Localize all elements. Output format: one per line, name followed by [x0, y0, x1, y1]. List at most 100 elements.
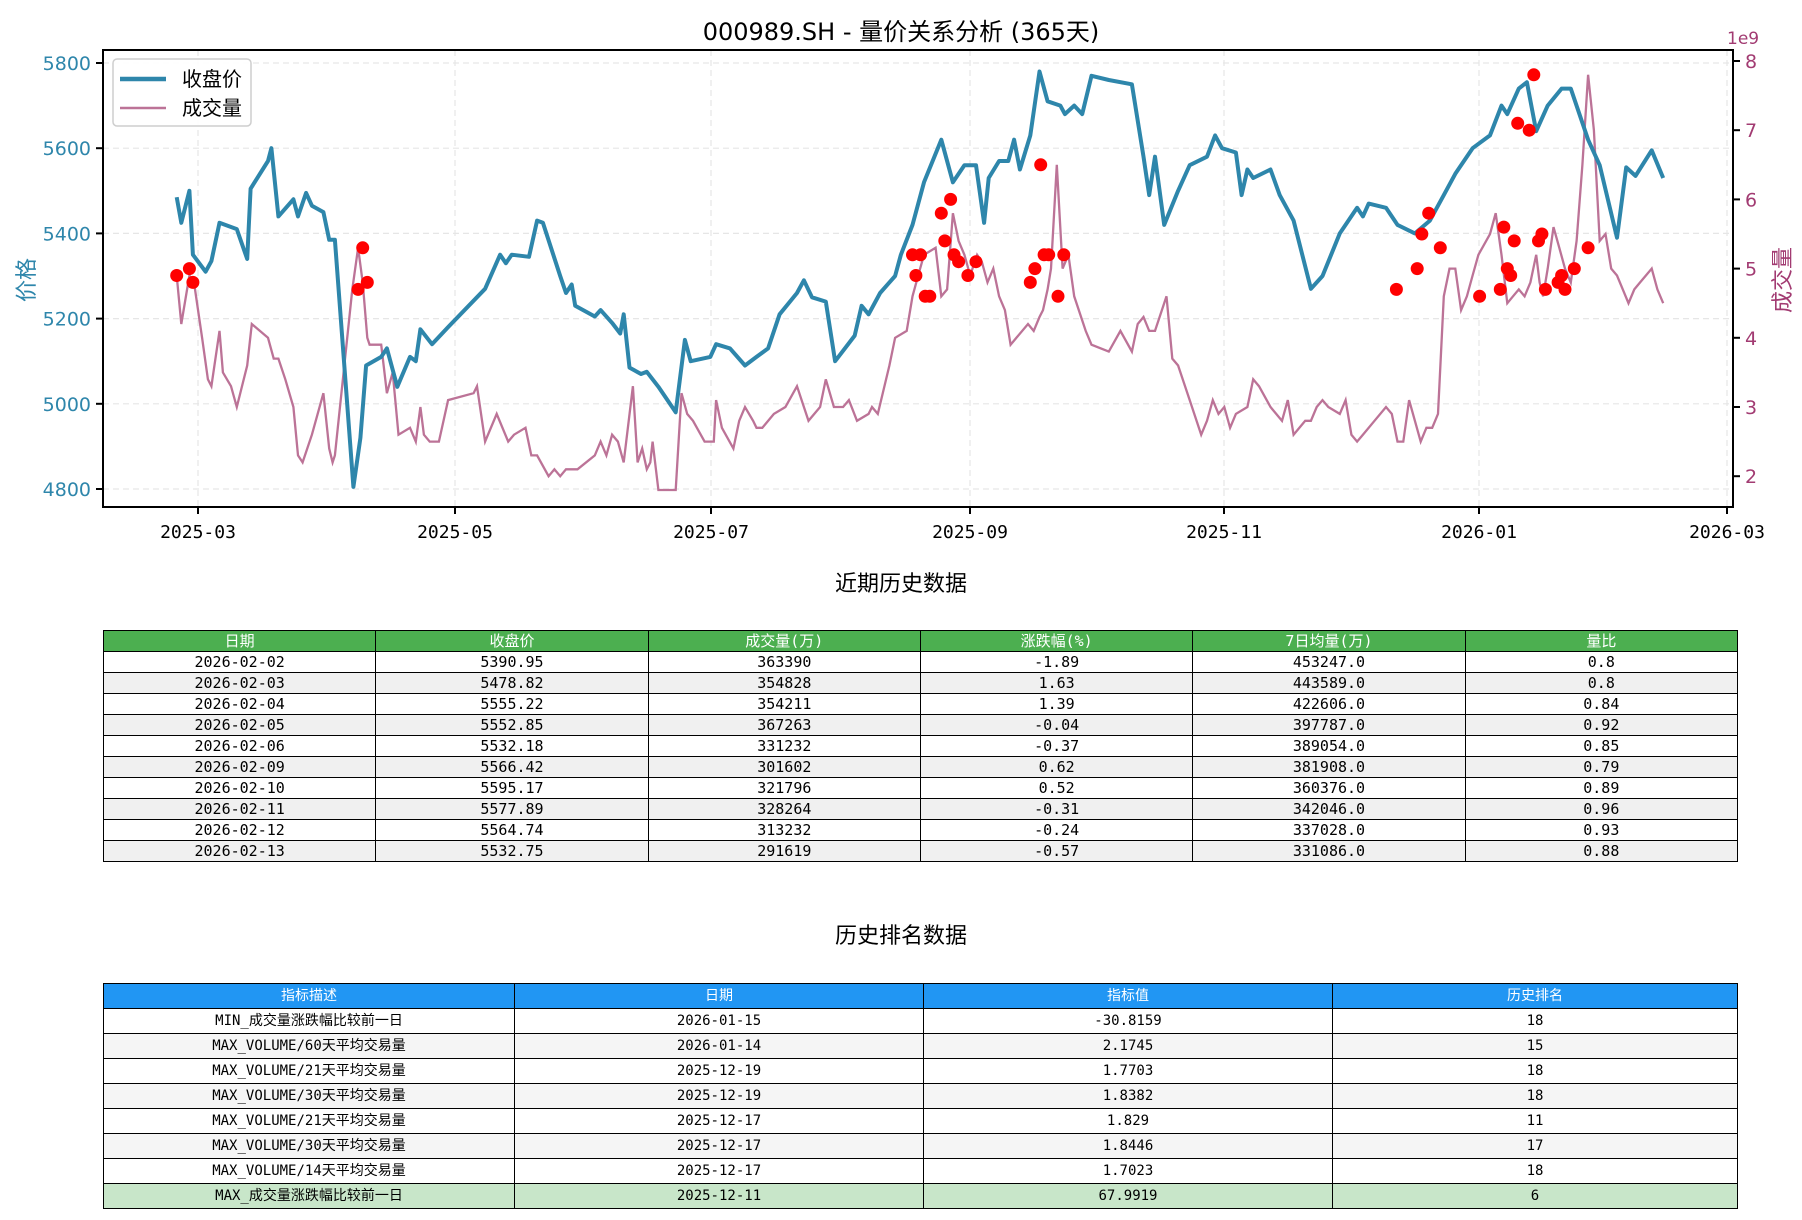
table-cell: MIN_成交量涨跌幅比较前一日 — [103, 1008, 515, 1034]
ranking-data-title: 历史排名数据 — [834, 924, 967, 949]
volume-line — [175, 74, 1665, 492]
x-tick-label: 2025-11 — [1186, 522, 1262, 543]
table-cell: 381908.0 — [1192, 756, 1466, 778]
table-cell: -0.04 — [919, 714, 1194, 736]
volume-spike-marker — [934, 206, 948, 220]
table-cell: 342046.0 — [1192, 798, 1466, 820]
table-cell: 2026-02-11 — [102, 798, 377, 820]
table-cell: 5532.75 — [375, 840, 649, 862]
table-row: MIN_成交量涨跌幅比较前一日 2026-01-15 -30.8159 18 — [103, 1008, 1738, 1034]
table-cell: MAX_成交量涨跌幅比较前一日 — [103, 1183, 515, 1209]
table-cell: 354211 — [647, 693, 921, 715]
ranking-data-table: 指标描述 日期 指标值 历史排名 MIN_成交量涨跌幅比较前一日 2026-01-… — [103, 983, 1738, 1209]
table-cell: 1.8446 — [923, 1133, 1333, 1159]
table-cell: 0.62 — [919, 756, 1194, 778]
volume-spike-marker — [1028, 262, 1042, 276]
table-cell: 331086.0 — [1192, 840, 1466, 862]
table-cell: 0.88 — [1464, 840, 1739, 862]
table-cell: 331232 — [647, 735, 921, 757]
table-cell: 67.9919 — [923, 1183, 1333, 1209]
table-cell: 18 — [1332, 1083, 1738, 1109]
table-cell: MAX_VOLUME/30天平均交易量 — [103, 1083, 515, 1109]
table-cell: 2026-02-04 — [102, 693, 377, 715]
col-value: 指标值 — [923, 983, 1333, 1009]
table-header-row: 指标描述 日期 指标值 历史排名 — [103, 983, 1738, 1009]
table-cell: 2026-02-13 — [102, 840, 377, 862]
volume-spike-marker — [1538, 282, 1552, 296]
y2-tick-label: 6 — [1745, 189, 1757, 211]
volume-spike-marker — [1023, 275, 1037, 289]
price-volume-chart: 2025-03 2025-05 2025-07 2025-09 2025-11 2026-… — [15, 29, 1796, 543]
table-row: MAX_VOLUME/21天平均交易量 2025-12-17 1.829 11 — [103, 1108, 1738, 1134]
table-cell: 2026-02-05 — [102, 714, 377, 736]
col-date: 日期 — [102, 630, 377, 652]
table-cell: 291619 — [647, 840, 921, 862]
volume-spike-marker — [1511, 116, 1525, 130]
table-row: 2026-02-09 5566.42 301602 0.62 381908.0 0.79 — [102, 756, 1739, 778]
table-cell: 1.39 — [919, 693, 1194, 715]
table-cell: -30.8159 — [923, 1008, 1333, 1034]
volume-spike-marker — [1558, 282, 1572, 296]
table-cell: 5566.42 — [375, 756, 649, 778]
y-tick-label: 5000 — [43, 394, 91, 416]
table-cell: 1.8382 — [923, 1083, 1333, 1109]
y-tick-label: 5800 — [43, 53, 91, 75]
x-tick-label: 2025-07 — [673, 522, 749, 543]
table-cell: 17 — [1332, 1133, 1738, 1159]
y2-tick-label: 8 — [1745, 51, 1757, 73]
table-cell: MAX_VOLUME/30天平均交易量 — [103, 1133, 515, 1159]
table-cell: 6 — [1332, 1183, 1738, 1209]
volume-spike-marker — [1042, 248, 1056, 262]
table-cell: 0.8 — [1464, 651, 1739, 673]
table-cell: MAX_VOLUME/14天平均交易量 — [103, 1158, 515, 1184]
table-cell: 5390.95 — [375, 651, 649, 673]
col-indicator: 指标描述 — [103, 983, 515, 1009]
volume-spike-marker — [914, 248, 927, 262]
y2-tick-label: 4 — [1745, 328, 1757, 350]
table-cell: 337028.0 — [1192, 819, 1466, 841]
table-header-row: 日期 收盘价 成交量(万) 涨跌幅(%) 7日均量(万) 量比 — [102, 630, 1739, 652]
table-cell: MAX_VOLUME/21天平均交易量 — [103, 1108, 515, 1134]
volume-spike-marker — [938, 234, 952, 248]
volume-spike-marker — [952, 255, 966, 269]
table-row: MAX_成交量涨跌幅比较前一日 2025-12-11 67.9919 6 — [103, 1183, 1738, 1209]
table-cell: 2026-01-14 — [514, 1033, 924, 1059]
table-cell: 2025-12-11 — [514, 1183, 924, 1209]
y2-offset-label: 1e9 — [1727, 29, 1759, 49]
table-cell: 2025-12-17 — [514, 1133, 924, 1159]
chart-title: 000989.SH - 量价关系分析 (365天) — [702, 18, 1100, 46]
volume-spike-marker — [1581, 241, 1595, 255]
y-tick-label: 5400 — [43, 223, 91, 245]
table-cell: 443589.0 — [1192, 672, 1466, 694]
volume-spike-marker — [1527, 68, 1541, 82]
table-cell: 18 — [1332, 1058, 1738, 1084]
table-cell: 5552.85 — [375, 714, 649, 736]
table-cell: 5532.18 — [375, 735, 649, 757]
table-cell: 2026-02-10 — [102, 777, 377, 799]
table-cell: -0.31 — [919, 798, 1194, 820]
table-cell: 18 — [1332, 1158, 1738, 1184]
table-cell: 2026-02-12 — [102, 819, 377, 841]
table-cell: 1.829 — [923, 1108, 1333, 1134]
y-tick-label: 5600 — [43, 138, 91, 160]
table-cell: 0.84 — [1464, 693, 1739, 715]
table-row: MAX_VOLUME/14天平均交易量 2025-12-17 1.7023 18 — [103, 1158, 1738, 1184]
table-cell: 1.63 — [919, 672, 1194, 694]
table-cell: 321796 — [647, 777, 921, 799]
table-cell: 0.89 — [1464, 777, 1739, 799]
volume-spike-marker — [944, 192, 958, 206]
x-tick-label: 2025-03 — [160, 522, 236, 543]
table-cell: 2026-02-09 — [102, 756, 377, 778]
volume-spike-marker — [1057, 248, 1071, 262]
y2-tick-label: 7 — [1745, 120, 1757, 142]
volume-spike-marker — [360, 275, 374, 289]
table-row: 2026-02-04 5555.22 354211 1.39 422606.0 0.84 — [102, 693, 1739, 715]
table-row: 2026-02-05 5552.85 367263 -0.04 397787.0 0.92 — [102, 714, 1739, 736]
col-avg7: 7日均量(万) — [1192, 630, 1466, 652]
table-cell: 1.7703 — [923, 1058, 1333, 1084]
table-cell: 397787.0 — [1192, 714, 1466, 736]
table-cell: 1.7023 — [923, 1158, 1333, 1184]
table-row: MAX_VOLUME/30天平均交易量 2025-12-19 1.8382 18 — [103, 1083, 1738, 1109]
volume-spike-marker — [1389, 282, 1403, 296]
col-ratio: 量比 — [1464, 630, 1739, 652]
